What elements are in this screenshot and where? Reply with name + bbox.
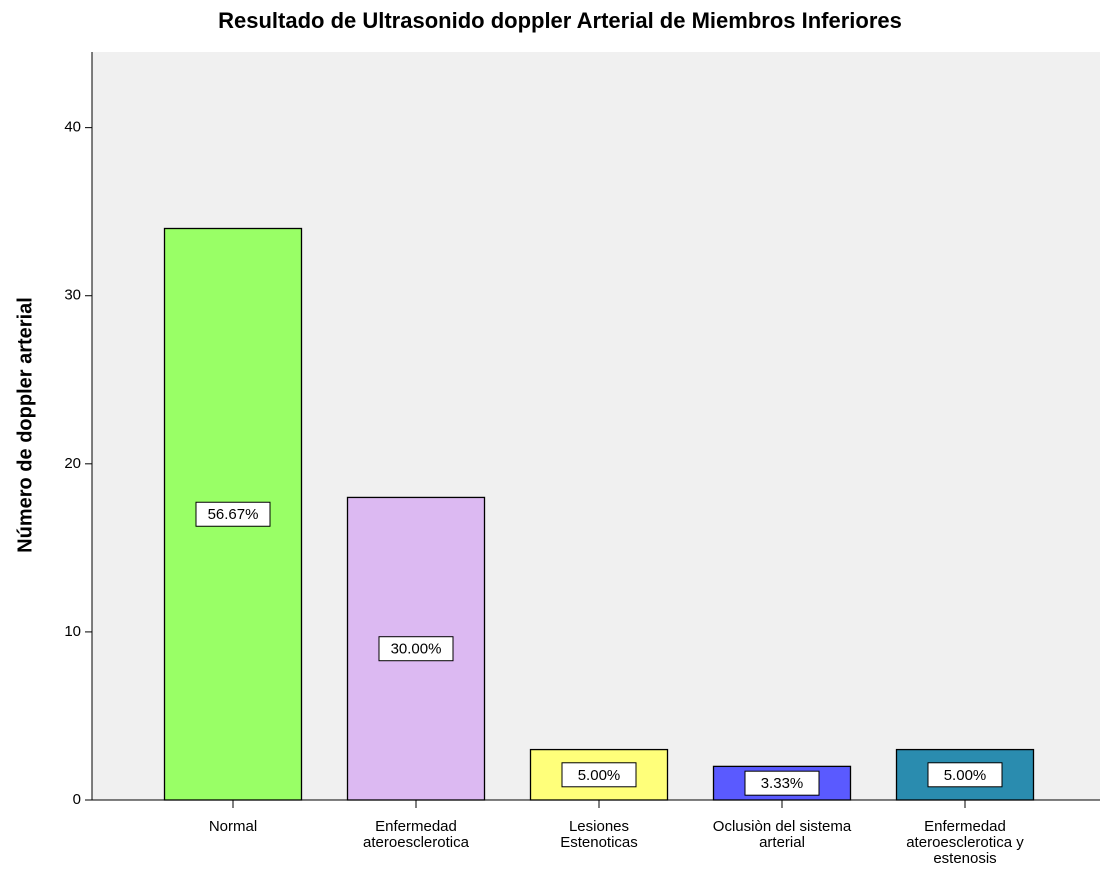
value-label-box <box>195 501 271 527</box>
x-tick-label: Normal <box>209 818 257 835</box>
y-tick-label: 0 <box>73 791 81 808</box>
value-label: 5.00% <box>944 767 987 784</box>
x-tick-label: arterial <box>759 834 805 851</box>
x-tick-label: Estenoticas <box>560 834 638 851</box>
x-tick-label: Lesiones <box>569 818 629 835</box>
value-label-box <box>927 762 1003 788</box>
y-tick-label: 30 <box>64 287 81 304</box>
y-axis-label: Número de doppler arterial <box>14 297 36 553</box>
value-label: 30.00% <box>391 641 442 658</box>
y-tick-label: 40 <box>64 119 81 136</box>
y-tick-label: 20 <box>64 455 81 472</box>
x-tick-label: Oclusiòn del sistema <box>713 818 852 835</box>
value-label-box <box>744 770 820 796</box>
value-label-box <box>378 636 454 662</box>
x-tick-label: ateroesclerotica y <box>906 834 1024 851</box>
x-tick-label: Enfermedad <box>924 818 1006 835</box>
x-tick-label: estenosis <box>933 850 996 867</box>
x-tick-label: ateroesclerotica <box>363 834 470 851</box>
y-tick-label: 10 <box>64 623 81 640</box>
bar <box>529 748 669 801</box>
value-label: 56.67% <box>208 506 259 523</box>
chart-title: Resultado de Ultrasonido doppler Arteria… <box>218 8 902 33</box>
value-label: 5.00% <box>578 767 621 784</box>
x-tick-label: Enfermedad <box>375 818 457 835</box>
bar <box>346 496 486 801</box>
value-label-box <box>561 762 637 788</box>
value-label: 3.33% <box>761 775 804 792</box>
